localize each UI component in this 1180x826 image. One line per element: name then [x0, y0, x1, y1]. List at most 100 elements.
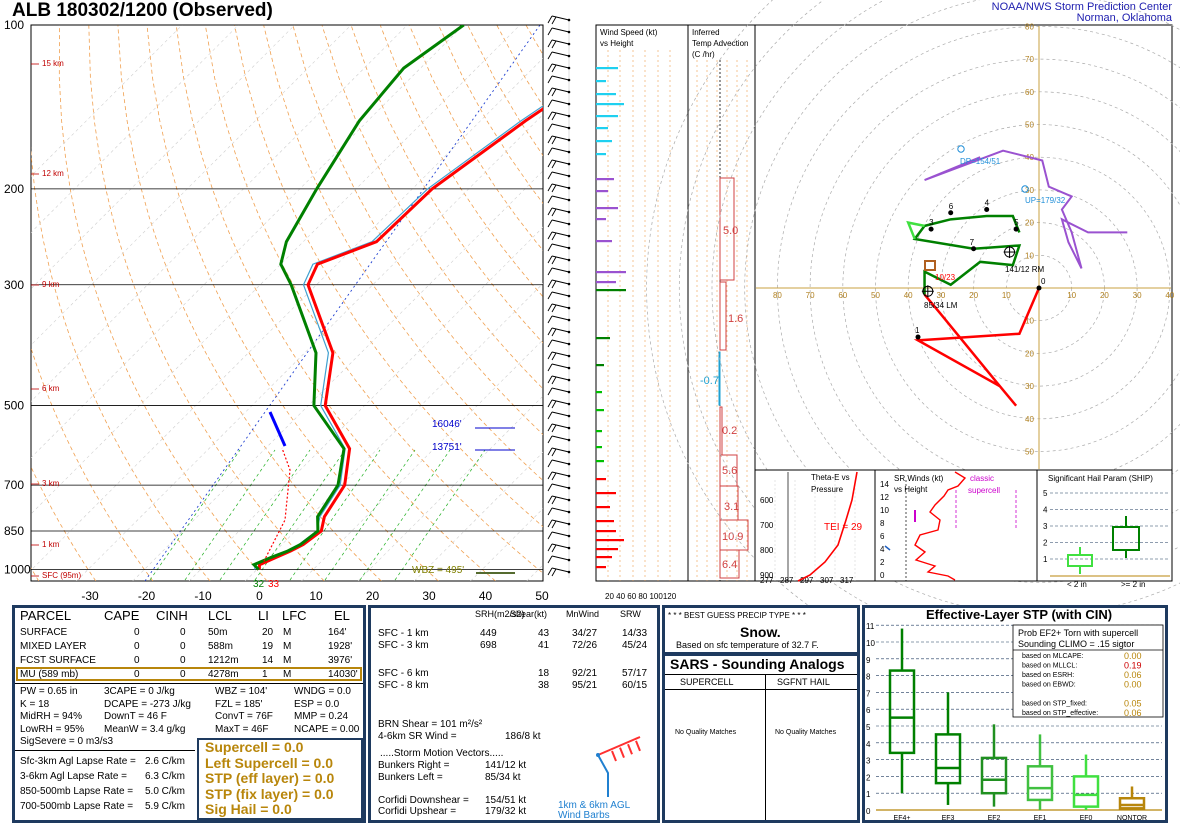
- barb-flag: [551, 280, 557, 289]
- sars-title: SARS - Sounding Analogs: [670, 656, 845, 672]
- skewt-frame: [30, 24, 544, 582]
- theta-x-tick: 287: [780, 576, 794, 585]
- stp-category: EF4+: [894, 815, 911, 822]
- hodo-y-label: 10: [1025, 317, 1034, 326]
- ship-title: Significant Hail Param (SHIP): [1048, 474, 1153, 483]
- motion-label: Corfidi Upshear =: [378, 806, 457, 817]
- ship-y-tick: 5: [1043, 489, 1048, 498]
- srw-title-1: SR Winds (kt): [894, 474, 944, 483]
- sr46-label: 4-6km SR Wind =: [378, 731, 457, 742]
- tadv-bar: [718, 351, 721, 406]
- pressure-label: 300: [4, 278, 24, 292]
- temp-tick-label: 0: [256, 589, 263, 603]
- kin-cell: SFC - 1 km: [378, 628, 429, 639]
- wind-speed-ticks: 20 40 60 80 100120: [605, 592, 677, 601]
- sars-nomatch-hail: No Quality Matches: [775, 729, 837, 736]
- dry-adiabat: [31, 465, 97, 581]
- motion-label: Corfidi Downshear =: [378, 794, 469, 806]
- ship-y-tick: 2: [1043, 539, 1048, 548]
- barb-shaft: [551, 291, 570, 297]
- barb-shaft: [551, 147, 570, 153]
- barb-shaft: [551, 159, 570, 165]
- tadv-bar: [719, 549, 740, 579]
- barb-origin: [596, 753, 600, 757]
- parcel-value: 164': [328, 627, 347, 638]
- hodo-ring: [744, 0, 1180, 583]
- temp-adv-title-1: Inferred: [692, 28, 720, 37]
- parcel-value: 4278m: [208, 669, 239, 680]
- barb-flag: [551, 520, 557, 529]
- lapse-label: 850-500mb Lapse Rate =: [20, 786, 134, 797]
- tadv-value: 6.4: [722, 559, 737, 571]
- tadv-value: 3.1: [724, 501, 739, 513]
- temp-tick-label: -30: [81, 589, 99, 603]
- theta-p-tick: 900: [760, 571, 774, 580]
- barb-shaft: [551, 111, 570, 117]
- barb-label-1: 1km & 6km AGL: [558, 800, 631, 811]
- barb-shaft: [551, 315, 570, 321]
- barb-flag: [547, 171, 553, 180]
- barb-flag: [547, 471, 553, 480]
- barb-shaft: [551, 219, 570, 225]
- precip-note: Based on sfc temperature of 32.7 F.: [676, 640, 819, 650]
- sr-winds-profile: 14 12 10 8 6 4 2 0: [880, 471, 1017, 581]
- ship-y-tick: 1: [1043, 555, 1048, 564]
- barb-flag: [551, 136, 557, 145]
- hodo-mean: 10/23: [935, 273, 956, 282]
- isotherm: [31, 25, 295, 290]
- barb-1km: [597, 754, 609, 797]
- barb-shaft: [551, 567, 570, 573]
- dry-adiabat: [117, 25, 382, 581]
- wind-speed-bar: [596, 409, 604, 412]
- height-annotation-2: 13751': [432, 442, 462, 453]
- barb-flag: [547, 267, 553, 276]
- stp-prob-line-2: Sounding CLIMO = .15 sigtor: [1018, 639, 1134, 649]
- srw-low: [884, 545, 891, 551]
- hodo-height-marker: [1013, 226, 1019, 232]
- kin-cell: 449: [480, 628, 497, 639]
- motion-value: 141/12 kt: [485, 760, 527, 771]
- motion-value: 85/34 kt: [485, 771, 521, 783]
- agl-wind-barbs: [596, 736, 641, 797]
- kin-header: MnWind: [566, 609, 600, 619]
- stp-category: EF2: [988, 815, 1001, 822]
- dry-adiabat: [234, 25, 543, 528]
- precip-value: Snow.: [740, 624, 781, 640]
- wind-speed-title-2: vs Height: [600, 39, 634, 48]
- stp-box: [980, 756, 1008, 795]
- ship-x-lo: < 2 in: [1067, 580, 1087, 589]
- kin-header: SRW: [620, 609, 641, 619]
- barb-flag: [547, 219, 553, 228]
- hodo-y-label: 30: [1025, 186, 1034, 195]
- wind-speed-bars: [596, 50, 671, 581]
- barb-flag: [547, 555, 553, 564]
- wind-speed-bar: [596, 115, 618, 118]
- index-value: ESP = 0.0: [294, 698, 340, 710]
- isotherm: [31, 25, 521, 515]
- mean-wind-marker: [924, 260, 936, 271]
- srw-y-tick: 14: [880, 480, 889, 489]
- barb-shaft: [551, 327, 570, 333]
- corfidi-downshear-marker: [957, 145, 965, 153]
- temp-tick-label: -10: [194, 589, 212, 603]
- barb-flag: [547, 375, 553, 384]
- kinematics-panel: [368, 605, 660, 823]
- hodo-y-label: 30: [1025, 382, 1034, 391]
- height-annotation-1: 16046': [432, 419, 462, 430]
- parcel-value: M: [283, 627, 292, 638]
- theta-x-tick: 297: [800, 576, 814, 585]
- skewt-profiles: [251, 25, 543, 574]
- barb-flag: [551, 184, 557, 193]
- srw-y-tick: 6: [880, 532, 885, 541]
- kin-cell: 72/26: [572, 640, 598, 651]
- temp-tick-label: 20: [366, 589, 380, 603]
- stp-box: [934, 733, 962, 785]
- barb-shaft: [551, 387, 570, 393]
- hodo-x-label: 80: [773, 291, 782, 300]
- tadv-value: -0.7: [700, 375, 719, 387]
- wind-speed-bar: [596, 289, 626, 292]
- theta-x-tick: 307: [820, 576, 834, 585]
- isotherm: [76, 114, 543, 581]
